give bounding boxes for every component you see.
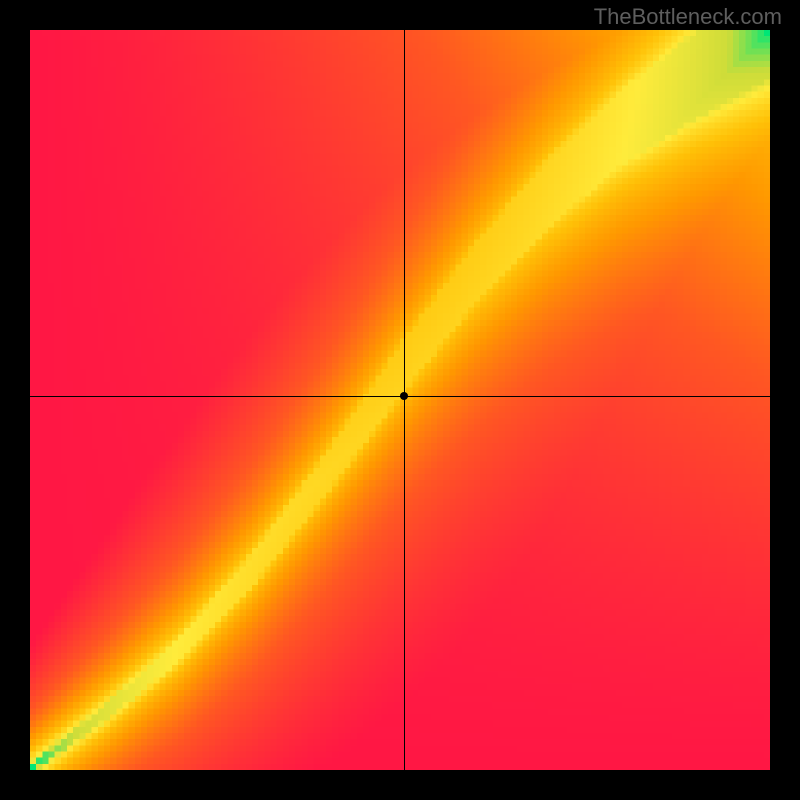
heatmap-canvas [30,30,770,770]
crosshair-marker [400,392,408,400]
watermark-text: TheBottleneck.com [594,4,782,30]
heatmap-chart [30,30,770,770]
